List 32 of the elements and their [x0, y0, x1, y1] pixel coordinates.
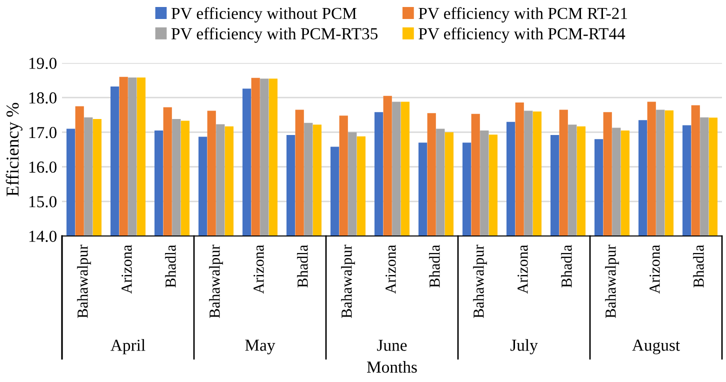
legend-label: PV efficiency with PCM-RT44 [418, 27, 626, 43]
y-tick-label: 19.0 [29, 58, 57, 70]
y-tick-label: 15.0 [29, 196, 57, 208]
y-tick-label: 16.0 [29, 162, 57, 173]
x-tick-label: Arizona [518, 244, 528, 294]
legend-label: PV efficiency with PCM RT-21 [418, 7, 628, 22]
x-tick-label: Bahawalpur [605, 244, 619, 318]
x-tick-label: Bahawalpur [209, 244, 223, 318]
x-tick-label: Arizona [254, 244, 264, 294]
x-tick-label: Bhadla [429, 244, 440, 288]
x-tick-label: Bhadla [693, 244, 704, 288]
x-tick-label: Arizona [122, 244, 132, 294]
legend-label: PV efficiency with PCM-RT35 [171, 27, 378, 43]
text: July [510, 339, 538, 354]
x-tick-label: Bhadla [297, 244, 308, 288]
text: June [377, 340, 407, 351]
x-tick-label: Bahawalpur [77, 244, 91, 318]
x-tick-label: Bhadla [561, 244, 572, 288]
y-axis-title: Efficiency % [6, 102, 22, 196]
x-tick-label: Arizona [650, 244, 660, 294]
x-tick-label: Bhadla [165, 244, 176, 288]
y-tick-label: 17.0 [29, 126, 57, 138]
legend-label: PV efficiency without PCM [171, 7, 356, 22]
y-tick-label: 18.0 [29, 92, 57, 104]
y-tick-label: 14.0 [29, 230, 57, 242]
x-tick-label: Bahawalpur [341, 244, 355, 318]
text: August [632, 340, 680, 354]
text: May [245, 340, 276, 354]
x-tick-label: Arizona [386, 244, 396, 294]
text: April [110, 339, 146, 354]
x-axis-title: Months [367, 361, 417, 373]
x-tick-label: Bahawalpur [473, 244, 487, 318]
